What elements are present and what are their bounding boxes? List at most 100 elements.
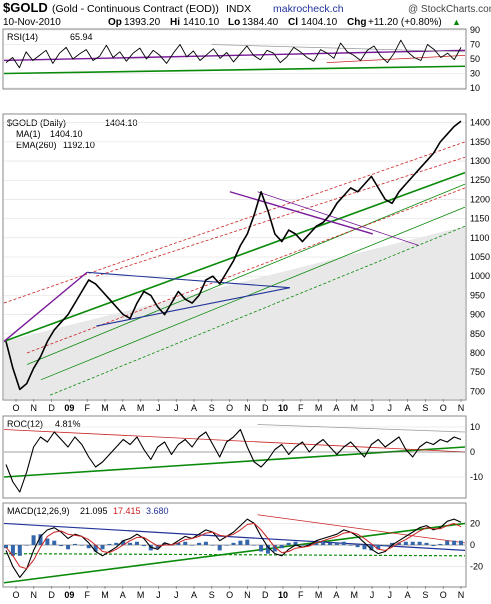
price-x-tick-label: O [12,403,19,413]
macd-histogram-bar [224,545,229,546]
macd-histogram-bar [293,541,298,545]
price-x-tick-label: M [315,403,323,413]
chart-symbol-title: $GOLD [3,0,48,15]
price-x-tick-label: M [101,403,109,413]
macd-histogram-bar [45,538,50,545]
price-x-tick-label: N [244,403,251,413]
macd-histogram-bar [176,542,181,545]
macd-histogram-bar [86,545,91,549]
price-y-tick-label: 1000 [470,271,490,281]
macd-histogram-bar [93,545,98,552]
macd-x-tick-label: O [440,590,447,600]
macd-histogram-bar [410,541,415,545]
macd-x-tick-label: M [101,590,109,600]
macd-histogram-bar [238,540,243,545]
macd-histogram-bar [128,542,133,545]
macd-histogram-bar [4,545,8,549]
high-label: Hi [170,17,180,28]
price-channel-green-2 [40,206,466,381]
macd-x-tick-label: O [226,590,233,600]
macd-histogram-bar [121,540,126,545]
price-trendline-purple-2 [229,191,373,235]
macd-histogram-bar [328,542,333,545]
macd-histogram-bar [197,542,202,545]
price-channel-green-1 [26,183,466,365]
macd-histogram-bar [183,541,188,545]
price-x-tick-label: D [262,403,269,413]
macd-histogram-bar [217,545,222,551]
close-label: Cl [288,17,298,28]
macd-histogram-bar [210,545,215,546]
macd-x-tick-label: N [244,590,251,600]
price-x-tick-label: N [458,403,465,413]
open-value: 1393.20 [124,17,161,28]
macd-histogram-bar [203,541,208,545]
price-x-tick-label: A [405,403,411,413]
macd-histogram-bar [17,545,22,556]
price-x-tick-label: N [31,403,38,413]
price-x-tick-label: M [350,403,358,413]
macd-trendline-green [3,522,466,584]
watermark-text: makrocheck.ch [273,3,344,15]
price-y-tick-label: 950 [470,290,485,300]
rsi-trendline-green [3,65,466,75]
macd-histogram-bar [417,541,422,545]
roc-y-tick-label: -10 [470,472,483,482]
macd-histogram-bar [24,545,29,546]
price-trendline-purple-1 [3,271,88,342]
price-last-value: 1404.10 [105,118,138,128]
macd-x-tick-label: A [333,590,339,600]
change-label: Chg [347,17,366,28]
price-channel-red-dashed-2 [96,156,466,277]
price-y-tick-label: 1150 [470,214,489,224]
macd-trendline-green-dashed [3,553,466,557]
price-x-tick-label: 09 [64,403,74,413]
macd-histogram-bar [459,540,463,545]
macd-histogram-bar [438,543,443,545]
macd-histogram-bar [403,541,408,545]
macd-x-tick-label: J [156,590,161,600]
macd-y-tick-label: -20 [470,562,483,572]
macd-x-tick-label: D [262,590,269,600]
macd-x-tick-label: S [209,590,215,600]
macd-histogram-bar [59,545,64,547]
macd-histogram-bar [265,545,270,554]
macd-x-tick-label: J [388,590,393,600]
price-x-tick-label: A [120,403,126,413]
macd-x-tick-label: 10 [278,590,288,600]
macd-histogram-bar [279,545,284,549]
roc-series-line [5,428,462,493]
price-y-tick-label: 800 [470,348,485,358]
macd-x-tick-label: 09 [64,590,74,600]
macd-histogram-bar [31,535,36,545]
macd-histogram-bar [272,545,277,552]
roc-last-value: 4.81% [55,419,81,429]
macd-histogram-bar [66,545,71,550]
macd-histogram-bar [300,545,305,546]
rsi-y-tick-label: 70 [470,40,480,50]
macd-histogram-bar [190,545,195,546]
chart-exchange: INDX [226,3,251,15]
macd-histogram-bar [100,545,105,550]
macd-histogram-bar [162,542,167,545]
macd-x-tick-label: M [350,590,358,600]
macd-histogram-bar [141,545,146,547]
price-y-tick-label: 1300 [470,156,490,166]
macd-histogram-bar [10,545,15,556]
legend-ma-value: 1404.10 [50,129,83,139]
price-x-tick-label: S [209,403,215,413]
macd-histogram-bar [334,542,339,545]
legend-ema-value: 1192.10 [63,140,95,150]
price-x-tick-label: F [84,403,90,413]
price-y-tick-label: 750 [470,367,485,377]
rsi-y-tick-label: 50 [470,54,480,64]
price-x-tick-label: M [137,403,145,413]
price-y-tick-label: 1200 [470,194,490,204]
price-y-tick-label: 1100 [470,233,489,243]
price-y-tick-label: 700 [470,386,485,396]
macd-histogram-bar [369,545,374,551]
chart-date: 10-Nov-2010 [3,17,61,28]
macd-histogram-bar [107,543,112,545]
macd-histogram-bar [155,545,160,549]
